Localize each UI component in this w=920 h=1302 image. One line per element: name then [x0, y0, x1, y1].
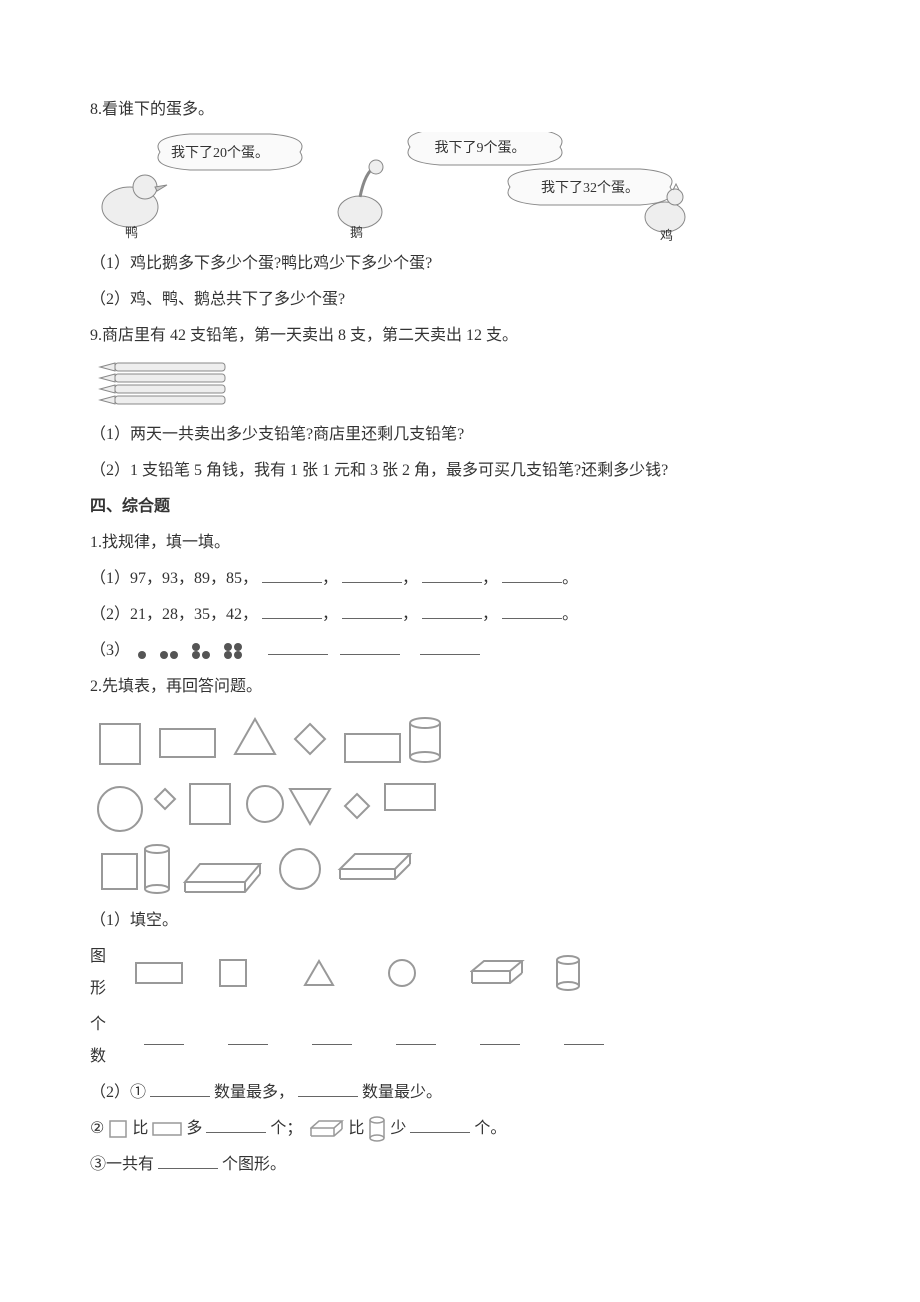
blank [262, 602, 322, 619]
comma: ， [482, 570, 498, 587]
q8-illustration: 我下了20个蛋。 鸭 我下了9个蛋。 鹅 我下了32个蛋。 鸡 [90, 132, 830, 242]
q9-title: 9.商店里有 42 支铅笔，第一天卖出 8 支，第二天卖出 12 支。 [90, 320, 830, 352]
goose-label: 鹅 [350, 225, 363, 240]
blank [564, 1028, 604, 1045]
row-shape-label: 图形 [90, 941, 110, 1005]
blank [206, 1116, 266, 1133]
comma: ， [402, 570, 418, 587]
p1-s1-prefix: （1）97，93，89，85， [90, 570, 258, 587]
shape-rectangle-icon [134, 959, 194, 987]
text: ② [90, 1120, 104, 1137]
text: 比 [132, 1120, 148, 1137]
text: 个图形。 [222, 1156, 286, 1173]
blank [480, 1028, 520, 1045]
period: 。 [562, 606, 578, 623]
chicken-label: 鸡 [660, 228, 673, 242]
text: 数量最少。 [362, 1084, 442, 1101]
dot-pattern-icon [134, 641, 264, 661]
blank [420, 638, 480, 655]
rectangle-small-icon [152, 1121, 182, 1137]
blank [150, 1080, 210, 1097]
cuboid-small-icon [310, 1120, 344, 1138]
shape-triangle-icon [302, 958, 362, 988]
blank [502, 602, 562, 619]
square-small-icon [108, 1119, 128, 1139]
q8-sub2: （2）鸡、鸭、鹅总共下了多少个蛋? [90, 284, 830, 316]
blank [422, 602, 482, 619]
shape-cylinder-icon [554, 954, 614, 992]
bubble-duck-text: 我下了20个蛋。 [171, 145, 269, 161]
blank [158, 1152, 218, 1169]
text: 多 [186, 1120, 202, 1137]
shape-cuboid-icon [470, 959, 530, 987]
p2-sub4: ③一共有 个图形。 [90, 1149, 830, 1181]
text: ③一共有 [90, 1156, 154, 1173]
blank [422, 566, 482, 583]
p2-sub2: （2）① 数量最多， 数量最少。 [90, 1077, 830, 1109]
comma: ， [322, 606, 338, 623]
blank [342, 602, 402, 619]
cylinder-small-icon [368, 1116, 386, 1142]
p2-shapes-illustration [90, 709, 830, 899]
p2-sub3: ② 比 多 个； 比 少 个。 [90, 1113, 830, 1145]
shape-circle-icon [386, 957, 446, 989]
p2-sub1: （1）填空。 [90, 905, 830, 937]
shape-header-row: 图形 [90, 941, 830, 1005]
blank [410, 1116, 470, 1133]
shape-square-icon [218, 958, 278, 988]
comma: ， [402, 606, 418, 623]
p1-seq2: （2）21，28，35，42， ， ， ， 。 [90, 599, 830, 631]
p1-s3-prefix: （3） [90, 642, 130, 659]
blank [262, 566, 322, 583]
p2-title: 2.先填表，再回答问题。 [90, 671, 830, 703]
comma: ， [322, 570, 338, 587]
text: 少 [390, 1120, 406, 1137]
blank [268, 638, 328, 655]
count-row: 个数 [90, 1009, 830, 1073]
q9-pencils-illustration [90, 358, 830, 413]
q9-sub2: （2）1 支铅笔 5 角钱，我有 1 张 1 元和 3 张 2 角，最多可买几支… [90, 455, 830, 487]
p1-s2-prefix: （2）21，28，35，42， [90, 606, 258, 623]
duck-label: 鸭 [125, 225, 138, 240]
blank [340, 638, 400, 655]
row-count-label: 个数 [90, 1009, 110, 1073]
section4-heading: 四、综合题 [90, 491, 830, 523]
q8-title: 8.看谁下的蛋多。 [90, 94, 830, 126]
text: 数量最多， [214, 1084, 294, 1101]
text: （2）① [90, 1084, 146, 1101]
comma: ， [482, 606, 498, 623]
blank [144, 1028, 184, 1045]
text: 个； [270, 1120, 302, 1137]
blank [502, 566, 562, 583]
period: 。 [562, 570, 578, 587]
blank [396, 1028, 436, 1045]
p1-seq3: （3） [90, 635, 830, 667]
p1-seq1: （1）97，93，89，85， ， ， ， 。 [90, 563, 830, 595]
text: 比 [348, 1120, 364, 1137]
bubble-chicken-text: 我下了32个蛋。 [541, 180, 639, 196]
q8-sub1: （1）鸡比鹅多下多少个蛋?鸭比鸡少下多少个蛋? [90, 248, 830, 280]
blank [298, 1080, 358, 1097]
text: 个。 [474, 1120, 506, 1137]
blank [228, 1028, 268, 1045]
blank [312, 1028, 352, 1045]
p1-title: 1.找规律，填一填。 [90, 527, 830, 559]
bubble-goose-text: 我下了9个蛋。 [435, 140, 526, 156]
blank [342, 566, 402, 583]
q9-sub1: （1）两天一共卖出多少支铅笔?商店里还剩几支铅笔? [90, 419, 830, 451]
